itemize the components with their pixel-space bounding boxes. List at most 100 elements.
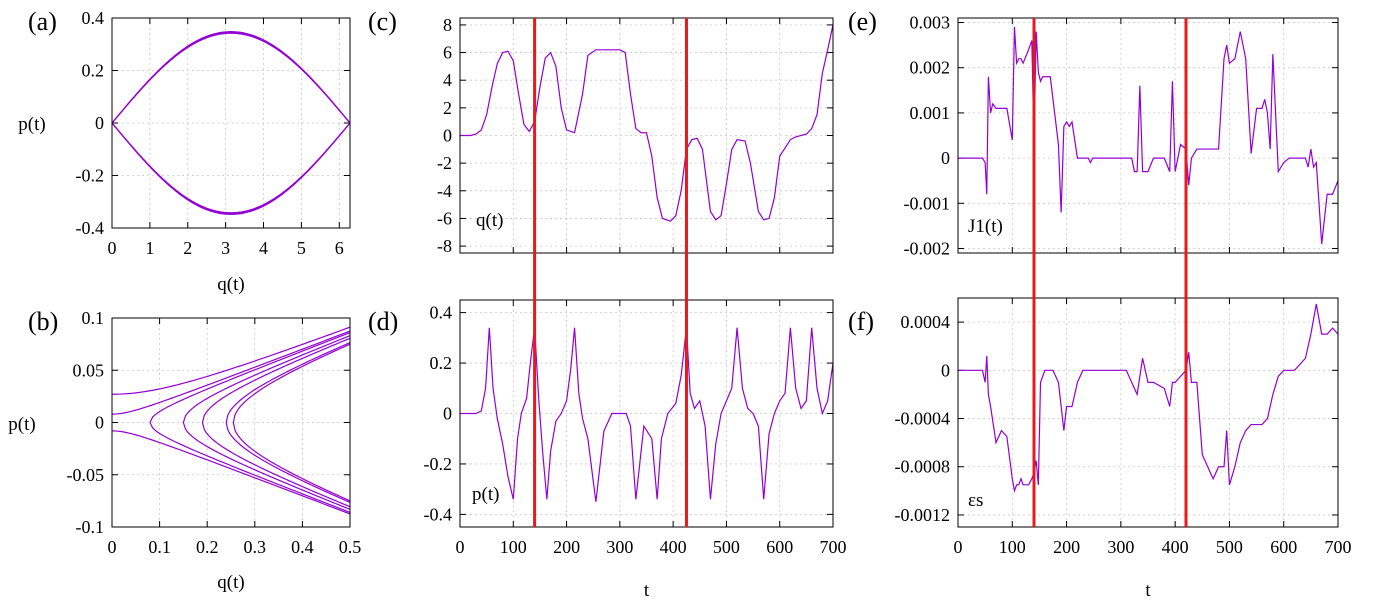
y-tick-label: 0.1 bbox=[82, 308, 105, 328]
plot-frame bbox=[459, 299, 834, 528]
x-tick-label: 500 bbox=[713, 537, 740, 557]
y-tick-label: 0 bbox=[941, 360, 950, 380]
x-axis-label: t bbox=[1145, 580, 1151, 601]
panel-b: 0 0.1 0.2 0.3 0.4 0.5 -0.1 -0.05 0 0.05 0.1 (b) p(t)… bbox=[8, 307, 361, 593]
y-tick-label: 0.001 bbox=[910, 103, 951, 123]
x-tick-label: 2 bbox=[183, 238, 192, 258]
series-inset-label: p(t) bbox=[472, 484, 499, 505]
panel-d: 0 100 200 300 400 500 600 700 -0.4 -0.2 0 0.2 0.4 (d)… bbox=[368, 299, 847, 601]
plot-frame bbox=[111, 17, 351, 229]
y-axis-label: p(t) bbox=[18, 114, 45, 135]
x-tick-label: 200 bbox=[1053, 537, 1080, 557]
y-tick-label: 6 bbox=[443, 43, 452, 63]
y-tick-label: 8 bbox=[443, 15, 452, 35]
y-tick-label: -2 bbox=[437, 153, 452, 173]
y-tick-label: -0.4 bbox=[424, 504, 453, 524]
x-tick-label: 0.1 bbox=[148, 537, 171, 557]
x-tick-label: 500 bbox=[1216, 537, 1243, 557]
y-tick-label: 0.002 bbox=[910, 58, 951, 78]
series-branch-6 bbox=[201, 337, 350, 508]
panel-f: 0 100 200 300 400 500 600 700 -0.0012 -0.0008 -0.0… bbox=[848, 297, 1352, 601]
series-separatrix-lower bbox=[112, 122, 350, 215]
series-q-t- bbox=[460, 24, 833, 222]
x-axis-label: q(t) bbox=[217, 572, 244, 593]
y-tick-label: -0.0008 bbox=[895, 457, 951, 477]
y-tick-label: 0 bbox=[941, 148, 950, 168]
x-tick-label: 400 bbox=[660, 537, 687, 557]
y-tick-label: -4 bbox=[437, 181, 452, 201]
x-tick-label: 0.2 bbox=[196, 537, 219, 557]
y-tick-label: -0.002 bbox=[904, 238, 951, 258]
x-tick-label: 0.4 bbox=[291, 537, 314, 557]
series-branch-8 bbox=[232, 343, 350, 502]
series-branch-2 bbox=[112, 330, 350, 415]
series-separatrix-upper bbox=[112, 31, 350, 124]
x-tick-label: 100 bbox=[999, 537, 1026, 557]
y-tick-label: -0.001 bbox=[904, 193, 951, 213]
x-tick-label: 4 bbox=[259, 238, 268, 258]
panel-tag: (f) bbox=[848, 307, 874, 336]
panel-c: -8 -6 -4 -2 0 2 4 6 8 (c) q(t) bbox=[368, 7, 834, 256]
series-inset-label: εs bbox=[968, 490, 983, 511]
x-axis-label: t bbox=[644, 580, 650, 601]
series-branch-1 bbox=[112, 326, 350, 395]
y-tick-label: 0.4 bbox=[430, 303, 453, 323]
y-tick-label: -0.05 bbox=[67, 465, 105, 485]
y-tick-label: -0.0012 bbox=[895, 505, 951, 525]
y-tick-label: -6 bbox=[437, 208, 452, 228]
plot-frame bbox=[459, 17, 834, 254]
y-tick-label: 0.0004 bbox=[901, 312, 951, 332]
series-p-t- bbox=[460, 327, 833, 502]
x-tick-label: 0 bbox=[954, 537, 963, 557]
series-branch-3 bbox=[112, 430, 350, 515]
y-tick-label: 0.05 bbox=[73, 360, 105, 380]
y-tick-label: -0.2 bbox=[424, 454, 453, 474]
x-tick-label: 300 bbox=[606, 537, 633, 557]
series--s bbox=[958, 303, 1338, 494]
y-tick-label: -0.0004 bbox=[895, 409, 951, 429]
y-tick-label: 0 bbox=[95, 113, 104, 133]
x-tick-label: 600 bbox=[1270, 537, 1297, 557]
y-tick-label: 0 bbox=[95, 413, 104, 433]
series-branch-7 bbox=[225, 342, 350, 503]
panel-tag: (a) bbox=[28, 7, 57, 36]
series-orbit-2-lower bbox=[112, 122, 350, 214]
series-inset-label: J1(t) bbox=[968, 216, 1003, 237]
panel-tag: (b) bbox=[28, 307, 58, 336]
y-tick-label: 0.003 bbox=[910, 13, 951, 33]
panel-e: -0.002 -0.001 0 0.001 0.002 0.003 (e) J1(t) bbox=[848, 7, 1339, 258]
y-tick-label: 0.2 bbox=[82, 61, 105, 81]
y-tick-label: 4 bbox=[443, 70, 452, 90]
y-tick-label: 0.2 bbox=[430, 353, 453, 373]
x-tick-label: 700 bbox=[1325, 537, 1352, 557]
x-tick-label: 700 bbox=[820, 537, 847, 557]
x-tick-label: 400 bbox=[1162, 537, 1189, 557]
x-tick-label: 600 bbox=[766, 537, 793, 557]
x-tick-label: 0.3 bbox=[244, 537, 267, 557]
x-tick-label: 6 bbox=[335, 238, 344, 258]
x-axis-label: q(t) bbox=[217, 274, 244, 295]
x-tick-label: 3 bbox=[221, 238, 230, 258]
series-orbit-2-upper bbox=[112, 32, 350, 124]
x-tick-label: 0.5 bbox=[339, 537, 362, 557]
y-tick-label: -0.1 bbox=[76, 517, 105, 537]
x-tick-label: 0 bbox=[108, 537, 117, 557]
x-tick-label: 0 bbox=[456, 537, 465, 557]
y-tick-label: -8 bbox=[437, 236, 452, 256]
y-tick-label: 2 bbox=[443, 98, 452, 118]
series-branch-5 bbox=[182, 335, 350, 510]
x-tick-label: 300 bbox=[1107, 537, 1134, 557]
panel-tag: (c) bbox=[368, 7, 397, 36]
x-tick-label: 200 bbox=[553, 537, 580, 557]
series-inset-label: q(t) bbox=[476, 210, 503, 231]
plot-frame bbox=[957, 17, 1339, 254]
y-tick-label: -0.4 bbox=[76, 218, 105, 238]
plot-frame bbox=[111, 317, 351, 528]
x-tick-label: 1 bbox=[145, 238, 154, 258]
panel-tag: (e) bbox=[848, 7, 877, 36]
panel-tag: (d) bbox=[368, 307, 398, 336]
series-orbit-1-lower bbox=[112, 122, 350, 215]
series-j1-t- bbox=[958, 27, 1338, 245]
x-tick-label: 100 bbox=[500, 537, 527, 557]
